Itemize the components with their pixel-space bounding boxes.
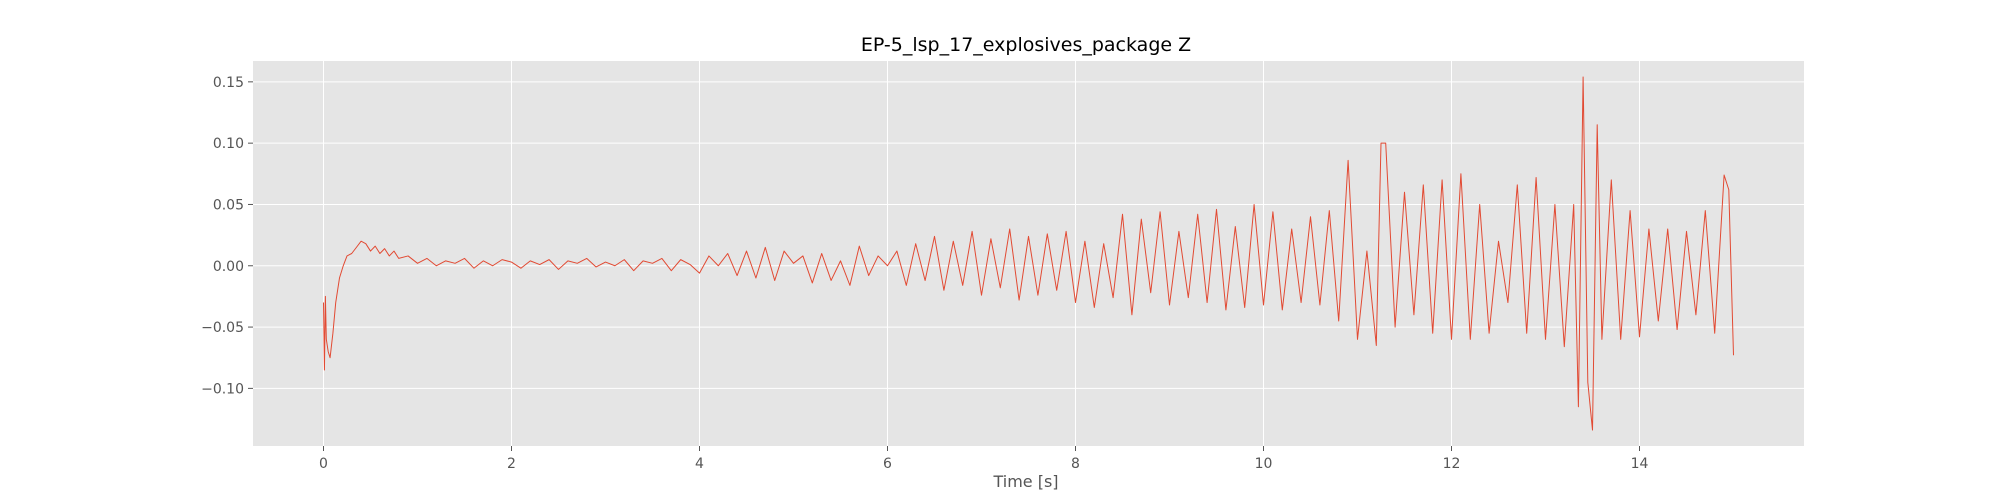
y-tick-label: −0.05	[201, 320, 244, 336]
y-axis-ticks: −0.10 −0.05 0.00 0.05 0.10 0.15	[201, 75, 253, 397]
x-tick-label: 6	[883, 456, 892, 472]
series-line	[323, 76, 1734, 431]
y-tick-label: 0.10	[213, 136, 244, 152]
x-tick-label: 2	[507, 456, 516, 472]
x-tick-label: 8	[1071, 456, 1080, 472]
y-gridlines	[253, 81, 1804, 389]
chart-title: EP-5_lsp_17_explosives_package Z	[861, 34, 1191, 56]
x-gridlines	[323, 61, 1640, 446]
y-tick-label: 0.15	[213, 75, 244, 91]
y-tick-label: 0.00	[213, 259, 244, 275]
x-tick-label: 10	[1255, 456, 1273, 472]
x-tick-label: 0	[319, 456, 328, 472]
x-tick-label: 14	[1631, 456, 1649, 472]
x-axis-ticks: 0 2 4 6 8 10 12 14	[319, 446, 1648, 472]
x-axis-title: Time [s]	[992, 472, 1058, 491]
y-tick-label: −0.10	[201, 381, 244, 397]
y-tick-label: 0.05	[213, 197, 244, 213]
x-tick-label: 4	[695, 456, 704, 472]
x-tick-label: 12	[1443, 456, 1461, 472]
